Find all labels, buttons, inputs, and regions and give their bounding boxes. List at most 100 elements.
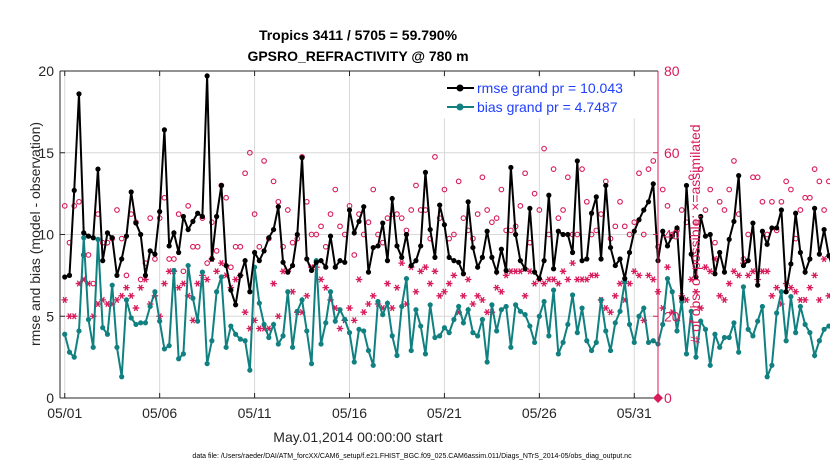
rmse-point — [446, 254, 452, 260]
obs-assimilated-point — [322, 284, 330, 291]
legend: rmse grand pr = 10.043 bias grand pr = 4… — [442, 77, 642, 119]
bias-point — [218, 274, 224, 280]
bias-point — [270, 321, 277, 328]
bias-point — [62, 331, 68, 337]
obs-possible-point — [114, 207, 120, 213]
rmse-point — [166, 243, 172, 249]
bias-point — [138, 320, 144, 326]
rmse-point — [726, 236, 732, 243]
rmse-point — [76, 91, 82, 97]
obs-possible-point — [640, 231, 647, 238]
bias-point — [465, 307, 471, 313]
obs-possible-point — [137, 276, 144, 283]
obs-possible-point — [555, 215, 562, 221]
rmse-point — [721, 269, 728, 275]
obs-assimilated-point — [232, 276, 239, 283]
rmse-point — [517, 258, 523, 264]
obs-assimilated-point — [635, 272, 643, 279]
y-tick-label-left: 15 — [38, 145, 54, 161]
obs-possible-point — [441, 186, 448, 193]
obs-assimilated-point — [464, 276, 472, 283]
rmse-point — [494, 269, 500, 275]
bias-point — [479, 316, 485, 323]
bias-point — [641, 305, 647, 311]
bias-point — [579, 305, 585, 311]
bias-point — [233, 331, 239, 337]
chart-title-line2: GPSRO_REFRACTIVITY @ 780 m — [247, 48, 468, 64]
bias-point — [394, 352, 400, 359]
rmse-point — [299, 155, 305, 161]
obs-possible-point — [826, 178, 830, 185]
bias-point — [147, 303, 153, 310]
bias-point — [237, 336, 243, 342]
bias-point — [304, 328, 310, 334]
obs-possible-point — [560, 207, 566, 213]
obs-possible-point — [550, 166, 557, 172]
bias-point — [532, 339, 538, 346]
rmse-point — [180, 213, 186, 220]
bias-point — [793, 330, 799, 336]
bias-point — [797, 303, 803, 310]
y-tick-label-left: 20 — [38, 63, 54, 79]
zero-obs-marker — [653, 393, 663, 403]
bias-point — [736, 349, 742, 355]
rmse-point — [783, 289, 789, 295]
bias-point — [645, 339, 652, 346]
obs-possible-point — [337, 223, 343, 230]
rmse-point — [119, 256, 125, 262]
obs-assimilated-point — [441, 288, 448, 295]
obs-assimilated-point — [61, 296, 69, 304]
obs-assimilated-point — [479, 296, 486, 304]
rmse-line — [64, 75, 830, 306]
rmse-point — [95, 166, 101, 172]
chart-title-line1: Tropics 3411 / 5705 = 59.790% — [259, 27, 458, 43]
bias-point — [100, 325, 106, 331]
obs-possible-point — [237, 243, 244, 250]
rmse-point — [569, 249, 576, 256]
bias-point — [176, 356, 182, 362]
obs-assimilated-point — [137, 284, 144, 291]
rmse-point — [460, 271, 467, 277]
obs-possible-point — [650, 158, 657, 164]
bias-point — [626, 321, 633, 328]
bias-point — [598, 297, 604, 303]
rmse-point — [598, 256, 604, 262]
bias-point — [617, 308, 623, 314]
obs-possible-point — [726, 186, 733, 193]
rmse-point — [636, 217, 642, 223]
obs-assimilated-point — [127, 292, 135, 299]
bias-point — [527, 323, 533, 329]
obs-assimilated-point — [445, 280, 453, 287]
obs-possible-point — [564, 174, 571, 181]
rmse-point — [555, 228, 561, 234]
obs-possible-point — [413, 182, 419, 189]
obs-possible-point — [636, 170, 642, 177]
obs-assimilated-point — [189, 317, 197, 324]
obs-assimilated-point — [531, 280, 538, 287]
obs-possible-point — [626, 231, 633, 238]
rmse-point — [626, 249, 633, 256]
obs-assimilated-point — [417, 268, 424, 275]
bias-point — [280, 333, 286, 339]
rmse-point — [337, 258, 343, 264]
obs-assimilated-point — [474, 292, 481, 299]
obs-assimilated-point — [369, 292, 377, 299]
rmse-point — [660, 228, 666, 234]
obs-assimilated-point — [716, 292, 723, 299]
rmse-point — [237, 272, 243, 278]
bias-point — [361, 328, 367, 334]
obs-possible-point — [76, 198, 82, 205]
rmse-point — [356, 218, 362, 225]
bias-point — [275, 341, 281, 347]
bias-point — [612, 320, 618, 326]
obs-assimilated-point — [355, 276, 363, 283]
rmse-point — [418, 243, 424, 249]
rmse-point — [503, 267, 509, 274]
obs-possible-point — [484, 207, 490, 213]
bias-point — [289, 344, 296, 350]
bias-point — [508, 344, 514, 350]
bias-point — [550, 287, 557, 293]
rmse-point — [764, 241, 770, 247]
rmse-point — [422, 169, 429, 175]
obs-possible-point — [531, 190, 538, 197]
